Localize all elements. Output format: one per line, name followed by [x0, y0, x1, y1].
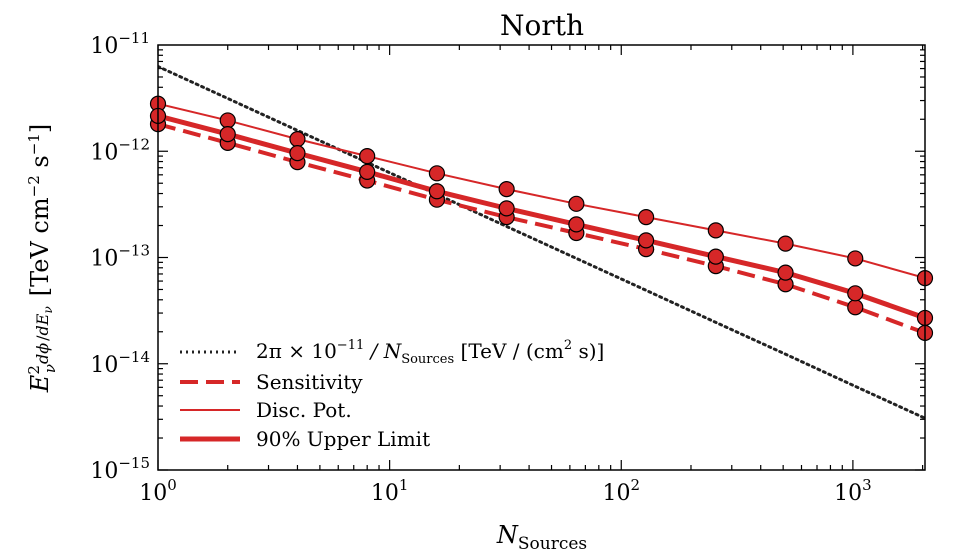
y-tick-label: 10−15 — [90, 454, 150, 484]
sensitivity-marker — [847, 299, 864, 316]
tick-labels: 100 101 102 103 10−15 10−14 10−13 10−12 10−11 — [90, 29, 871, 506]
marker-layer — [149, 95, 934, 342]
x-tick-label: 103 — [834, 476, 872, 506]
upper-limit-marker — [219, 126, 236, 143]
y-tick-label: 10−11 — [90, 29, 150, 59]
disc-pot-marker — [707, 222, 724, 239]
upper-limit-marker — [428, 183, 446, 200]
legend-label-disc-pot: Disc. Pot. — [256, 398, 352, 422]
x-tick-label: 100 — [139, 476, 177, 506]
ticks — [157, 45, 925, 471]
upper-limit-marker — [498, 200, 515, 217]
svg-text:E2νdϕ/dEν[TeV cm−2 s−1]: E2νdϕ/dEν[TeV cm−2 s−1] — [25, 124, 59, 393]
upper-limit-marker — [568, 216, 585, 233]
x-tick-label: 101 — [371, 476, 409, 506]
disc-pot-marker — [359, 148, 376, 165]
plot-frame — [157, 44, 926, 471]
disc-pot-marker — [428, 165, 446, 182]
disc-pot-marker — [219, 112, 236, 129]
legend: 2π × 10−11 / NSources [TeV / (cm2 s)] Se… — [180, 338, 604, 451]
legend-label-dotted: 2π × 10−11 / NSources [TeV / (cm2 s)] — [256, 338, 604, 367]
disc-pot-marker — [777, 235, 794, 252]
chart-title: North — [500, 9, 584, 42]
upper-limit-marker — [359, 163, 376, 180]
upper-limit-marker — [847, 285, 864, 302]
y-axis-label: E2νdϕ/dEν[TeV cm−2 s−1] — [25, 124, 59, 393]
y-tick-label: 10−12 — [90, 135, 150, 165]
disc-pot-line — [158, 102, 925, 280]
upper-limit-marker — [289, 145, 306, 162]
sensitivity-line — [158, 122, 925, 335]
legend-label-upper-limit: 90% Upper Limit — [256, 427, 430, 451]
series-layer — [158, 64, 925, 420]
upper-limit-marker — [777, 264, 794, 281]
y-tick-label: 10−13 — [90, 242, 150, 272]
legend-label-sensitivity: Sensitivity — [256, 370, 363, 394]
upper-limit-line — [158, 113, 925, 321]
disc-pot-marker — [568, 195, 585, 212]
disc-pot-marker — [847, 250, 864, 267]
upper-limit-marker — [637, 232, 655, 249]
x-axis-label: NSources — [496, 521, 587, 554]
x-tick-label: 102 — [602, 476, 640, 506]
disc-pot-marker — [637, 209, 655, 226]
y-tick-label: 10−14 — [90, 348, 150, 378]
disc-pot-marker — [498, 181, 515, 198]
dotted-reference-line — [158, 64, 925, 420]
disc-pot-marker — [289, 131, 306, 148]
upper-limit-marker — [707, 248, 724, 265]
